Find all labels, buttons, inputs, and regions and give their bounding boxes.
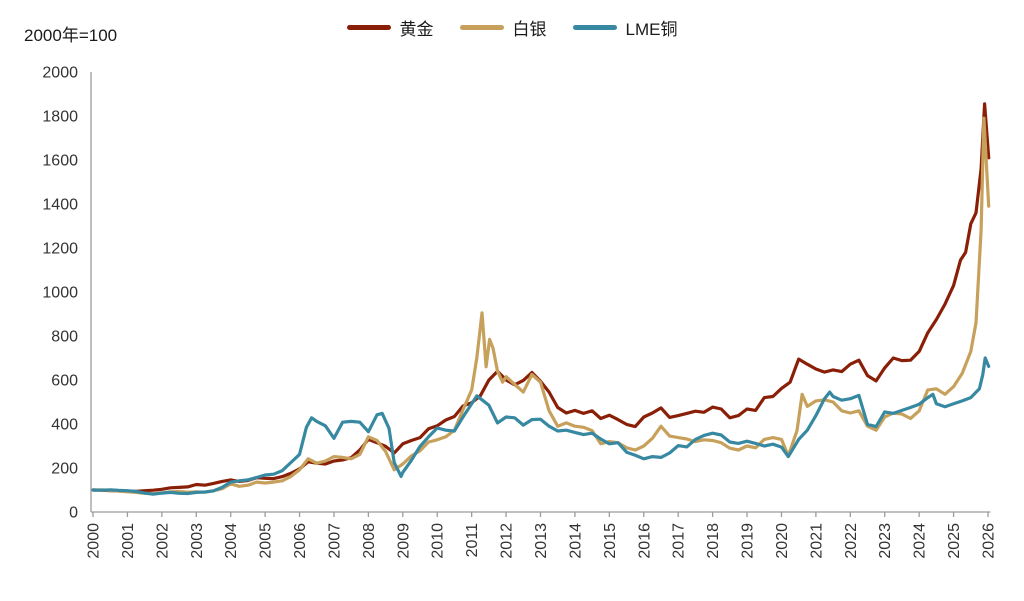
x-axis-tick-label: 2014 [567, 523, 584, 559]
x-axis-tick-label: 2012 [499, 523, 516, 559]
x-axis-tick-label: 2025 [946, 523, 963, 559]
y-axis-tick-label: 600 [51, 373, 78, 390]
silver-series-line [91, 116, 991, 496]
x-axis-tick-label: 2000 [86, 523, 103, 559]
x-axis-tick-label: 2008 [361, 523, 378, 559]
x-axis-tick-label: 2020 [774, 523, 791, 559]
y-axis-tick-label: 1600 [42, 153, 78, 170]
x-axis-tick-label: 2019 [740, 523, 757, 559]
y-axis-tick-label: 800 [51, 329, 78, 346]
x-axis-tick-label: 2017 [671, 523, 688, 559]
legend: 黄金 白银 LME铜 [0, 15, 1024, 40]
x-axis-tick-label: 2016 [636, 523, 653, 559]
y-axis-tick-label: 2000 [42, 65, 78, 82]
x-axis-tick-label: 2005 [258, 523, 275, 559]
y-axis-tick-label: 1000 [42, 285, 78, 302]
legend-item-gold: 黄金 [346, 15, 434, 40]
y-axis-tick-label: 1400 [42, 197, 78, 214]
x-axis-tick-label: 2001 [120, 523, 137, 559]
x-axis-tick-label: 2024 [912, 523, 929, 559]
gold-line-swatch-icon [346, 25, 391, 30]
x-axis-tick-label: 2022 [843, 523, 860, 559]
gold-series-line [91, 102, 991, 493]
y-axis-tick-label: 1800 [42, 109, 78, 126]
legend-label-copper: LME铜 [625, 20, 678, 39]
x-axis-tick-label: 2010 [430, 523, 447, 559]
x-axis-tick-label: 2026 [981, 523, 998, 559]
x-axis-tick-label: 2006 [292, 523, 309, 559]
legend-item-copper: LME铜 [572, 15, 678, 40]
x-axis-tick-label: 2015 [602, 523, 619, 559]
axis-unit-label: 2000年=100 [24, 26, 118, 45]
x-axis-tick-label: 2007 [326, 523, 343, 559]
y-axis-tick-label: 200 [51, 461, 78, 478]
x-axis-tick-label: 2004 [223, 523, 240, 559]
x-axis-tick-label: 2018 [705, 523, 722, 559]
x-axis-tick-label: 2002 [154, 523, 171, 559]
silver-line-swatch-icon [459, 25, 504, 30]
y-axis-tick-label: 0 [69, 505, 78, 522]
x-axis-tick-label: 2011 [464, 523, 481, 558]
x-axis-tick-label: 2023 [877, 523, 894, 559]
x-axis-tick-label: 2003 [189, 523, 206, 559]
y-axis-tick-label: 1200 [42, 241, 78, 258]
y-axis-tick-label: 400 [51, 417, 78, 434]
legend-item-silver: 白银 [459, 15, 547, 40]
copper-line-swatch-icon [572, 25, 617, 30]
x-axis-tick-label: 2009 [395, 523, 412, 559]
x-axis-tick-label: 2013 [533, 523, 550, 559]
x-axis-tick-label: 2021 [808, 523, 825, 559]
legend-label-silver: 白银 [512, 20, 547, 39]
copper-series-line [91, 356, 991, 496]
legend-label-gold: 黄金 [399, 20, 434, 39]
